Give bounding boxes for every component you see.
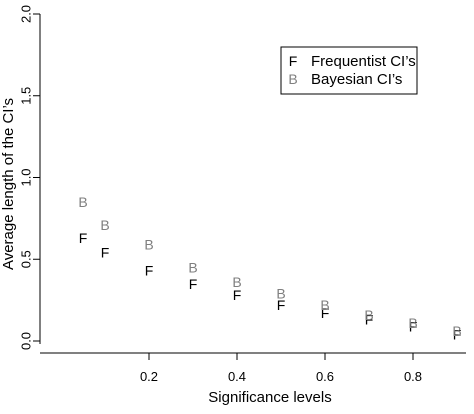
frequentist-point: F	[365, 312, 374, 328]
y-tick-label: 0.5	[19, 250, 34, 268]
x-tick-label: 0.4	[228, 369, 246, 384]
bayesian-point: B	[408, 315, 417, 331]
y-tick-label: 0.0	[19, 332, 34, 350]
legend-label-frequentist: Frequentist CI’s	[311, 53, 416, 70]
legend-marker-bayesian: B	[288, 71, 297, 87]
x-axis-label: Significance levels	[208, 389, 331, 406]
bayesian-point: B	[188, 259, 197, 275]
bayesian-point: B	[276, 286, 285, 302]
y-axis-label: Average length of the CI’s	[0, 98, 17, 270]
frequentist-point: F	[453, 326, 462, 342]
y-tick-label: 1.5	[19, 87, 34, 105]
x-tick-label: 0.8	[404, 369, 422, 384]
bayesian-point: B	[452, 323, 461, 339]
y-tick-label: 2.0	[19, 5, 34, 23]
legend-marker-frequentist: F	[289, 53, 298, 69]
y-tick-label: 1.0	[19, 168, 34, 186]
x-tick-label: 0.6	[316, 369, 334, 384]
bayesian-point: B	[144, 237, 153, 253]
bayesian-point: B	[78, 194, 87, 210]
legend-label-bayesian: Bayesian CI’s	[311, 71, 402, 88]
frequentist-point: F	[79, 230, 88, 246]
bayesian-point: B	[364, 307, 373, 323]
bayesian-point: B	[232, 274, 241, 290]
frequentist-point: F	[277, 297, 286, 313]
legend-box	[280, 46, 418, 95]
frequentist-point: F	[321, 305, 330, 321]
frequentist-point: F	[145, 263, 154, 279]
frequentist-point: F	[409, 318, 418, 334]
x-axis-ticks: 0.2 0.4 0.6 0.8	[140, 353, 422, 384]
frequentist-point: F	[189, 276, 198, 292]
bayesian-point: B	[320, 297, 329, 313]
frequentist-point: F	[101, 245, 110, 261]
legend: F Frequentist CI’s B Bayesian CI’s	[280, 46, 418, 95]
x-tick-label: 0.2	[140, 369, 158, 384]
y-axis-ticks: 0.0 0.5 1.0 1.5 2.0	[19, 5, 40, 350]
frequentist-point: F	[233, 287, 242, 303]
bayesian-point: B	[100, 217, 109, 233]
